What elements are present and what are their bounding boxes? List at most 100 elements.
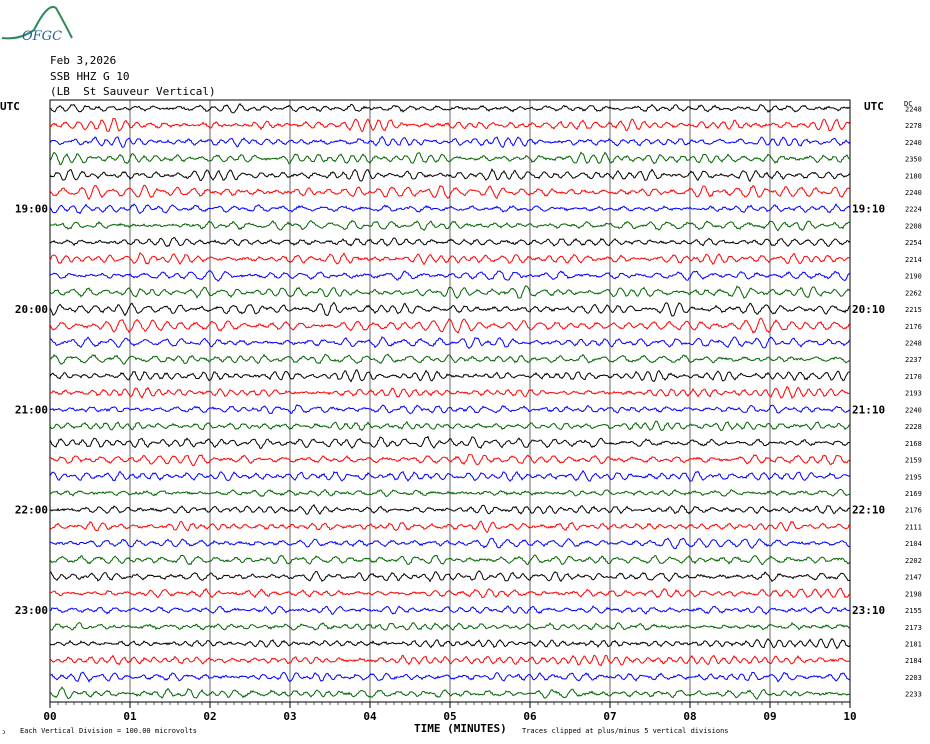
- trace-line: [49, 353, 851, 365]
- dc-offset-label: 2228: [905, 423, 922, 431]
- dc-offset-label: 2202: [905, 557, 922, 565]
- trace-line: [49, 435, 851, 449]
- logo-text: OFGC: [22, 29, 62, 44]
- dc-label: DC: [904, 100, 912, 108]
- dc-offset-label: 2190: [905, 273, 922, 281]
- dc-offset-label: 2237: [905, 356, 922, 364]
- dc-offset-label: 2350: [905, 156, 922, 164]
- dc-offset-label: 2233: [905, 691, 922, 699]
- left-time-label: 23:00: [15, 604, 48, 617]
- trace-line: [49, 219, 851, 232]
- clip-note: Traces clipped at plus/minus 5 vertical …: [522, 727, 729, 735]
- dc-offset-label: 2208: [905, 222, 922, 230]
- x-tick-label: 04: [363, 710, 377, 723]
- trace-line: [49, 369, 851, 383]
- trace-line: [49, 336, 851, 350]
- left-time-label: 20:00: [15, 303, 48, 316]
- trace-line: [49, 168, 851, 183]
- left-time-label: 22:00: [15, 504, 48, 517]
- trace-line: [49, 503, 851, 515]
- x-tick-label: 10: [843, 710, 856, 723]
- dc-offset-label: 2262: [905, 289, 922, 297]
- dc-offset-label: 2203: [905, 674, 922, 682]
- dc-offset-label: 2184: [905, 657, 922, 665]
- left-time-label: 19:00: [15, 203, 48, 216]
- trace-line: [49, 252, 851, 266]
- trace-line: [49, 184, 851, 201]
- x-tick-label: 09: [763, 710, 776, 723]
- scale-note: Each Vertical Division = 100.00 microvol…: [20, 727, 197, 735]
- trace-line: [49, 587, 851, 599]
- dc-offset-label: 2168: [905, 440, 922, 448]
- date-label: Feb 3,2026: [50, 54, 117, 67]
- left-time-label: 21:00: [15, 403, 48, 416]
- trace-line: [49, 654, 851, 667]
- right-time-label: 21:10: [852, 403, 885, 416]
- trace-line: [49, 488, 851, 498]
- grid: [49, 99, 851, 708]
- x-tick-label: 00: [43, 710, 56, 723]
- trace-line: [49, 270, 851, 282]
- trace-line: [49, 117, 851, 133]
- dc-offset-label: 2155: [905, 607, 922, 615]
- right-time-label: 20:10: [852, 303, 885, 316]
- trace-line: [49, 151, 851, 166]
- dc-offset-label: 2180: [905, 172, 922, 180]
- dc-offset-label: 2215: [905, 306, 922, 314]
- x-axis-title: TIME (MINUTES): [414, 722, 507, 735]
- trace-line: [49, 605, 851, 615]
- dc-offset-label: 2104: [905, 540, 922, 548]
- right-time-label: 19:10: [852, 203, 885, 216]
- x-tick-label: 07: [603, 710, 616, 723]
- trace-line: [49, 203, 851, 215]
- ofgc-logo: OFGC: [1, 6, 73, 44]
- trace-line: [49, 520, 851, 534]
- dc-offset-label: 2248: [905, 339, 922, 347]
- dc-offset-label: 2195: [905, 473, 922, 481]
- trace-line: [49, 317, 851, 334]
- trace-line: [49, 103, 851, 114]
- dc-offset-label: 2170: [905, 373, 922, 381]
- dc-offset-label: 2198: [905, 590, 922, 598]
- dc-offset-label: 2159: [905, 457, 922, 465]
- dc-offset-label: 2193: [905, 390, 922, 398]
- trace-line: [49, 671, 851, 683]
- trace-line: [49, 420, 851, 432]
- x-tick-label: 06: [523, 710, 537, 723]
- corner-mark: ↄ: [2, 728, 5, 736]
- trace-line: [49, 453, 851, 467]
- dc-offset-label: 2176: [905, 323, 922, 331]
- dc-offset-label: 2169: [905, 490, 922, 498]
- dc-offset-label: 2176: [905, 507, 922, 515]
- trace-line: [49, 236, 851, 248]
- x-tick-label: 02: [203, 710, 216, 723]
- dc-offset-label: 2181: [905, 640, 922, 648]
- dc-offset-label: 2214: [905, 256, 922, 264]
- dc-offset-label: 2278: [905, 122, 922, 130]
- right-time-label: 23:10: [852, 604, 885, 617]
- trace-line: [49, 135, 851, 148]
- dc-offset-label: 2240: [905, 139, 922, 147]
- dc-offset-label: 2173: [905, 624, 922, 632]
- dc-offset-label: 2254: [905, 239, 922, 247]
- dc-offset-label: 2147: [905, 574, 922, 582]
- x-tick-label: 05: [443, 710, 456, 723]
- trace-line: [49, 686, 851, 700]
- axis-labels: UTC UTC DC TIME (MINUTES) Each Vertical …: [0, 100, 922, 736]
- site-label: (LB St Sauveur Vertical): [50, 85, 216, 98]
- x-tick-label: 08: [683, 710, 696, 723]
- traces: [49, 103, 851, 700]
- dc-offset-label: 2111: [905, 523, 922, 531]
- trace-line: [49, 301, 851, 317]
- trace-line: [49, 469, 851, 482]
- trace-line: [49, 385, 851, 400]
- trace-line: [49, 537, 851, 550]
- station-label: SSB HHZ G 10: [50, 70, 130, 83]
- dc-offset-label: 2224: [905, 206, 922, 214]
- utc-left-label: UTC: [0, 100, 20, 113]
- trace-line: [49, 622, 851, 631]
- right-time-label: 22:10: [852, 504, 885, 517]
- dc-offset-label: 2240: [905, 189, 922, 197]
- trace-line: [49, 285, 851, 299]
